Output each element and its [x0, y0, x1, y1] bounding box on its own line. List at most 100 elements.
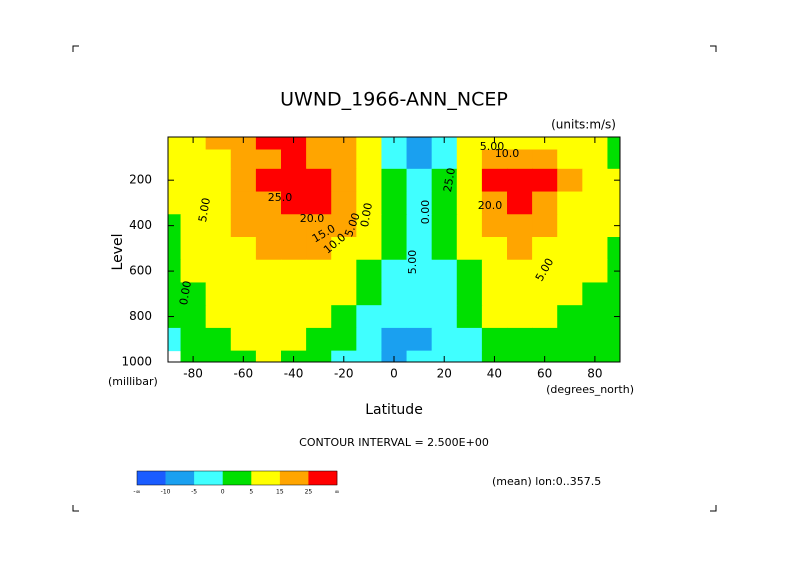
cell — [381, 149, 408, 170]
cell — [230, 237, 257, 261]
cell — [168, 214, 182, 238]
cell — [205, 282, 232, 306]
cell — [381, 168, 408, 193]
cell — [356, 259, 382, 283]
cell — [180, 137, 207, 150]
cell — [607, 259, 621, 283]
cell — [381, 237, 408, 261]
y-axis-label: Level — [110, 234, 126, 271]
cell — [381, 305, 408, 329]
cell — [306, 282, 332, 306]
cell — [168, 149, 182, 170]
colorbar-label: -∞ — [133, 489, 140, 496]
cell — [230, 168, 257, 193]
cell — [456, 137, 483, 150]
cell — [205, 191, 232, 215]
cell — [607, 168, 621, 193]
cell — [281, 327, 307, 352]
cell — [230, 327, 257, 352]
contour-label: 5.00 — [406, 250, 419, 275]
cell — [557, 191, 583, 215]
cell — [507, 137, 533, 150]
cell — [456, 214, 483, 238]
cell — [481, 259, 508, 283]
y-tick-label: 800 — [129, 309, 152, 323]
colorbar-label: -5 — [191, 489, 197, 496]
cell — [230, 214, 257, 238]
x-tick-label: -80 — [183, 367, 203, 381]
y-tick-label: 200 — [129, 173, 152, 187]
corner-marks — [72, 45, 717, 512]
cell — [582, 259, 608, 283]
colorbar-label: -10 — [161, 489, 171, 496]
cell — [168, 282, 182, 306]
colorbar-swatch — [251, 471, 281, 485]
cell — [507, 327, 533, 352]
cell — [255, 282, 282, 306]
cell — [356, 237, 382, 261]
cell — [230, 137, 257, 150]
cell — [255, 168, 282, 193]
contour-label: 20.0 — [478, 199, 503, 212]
cell — [180, 259, 207, 283]
cell — [255, 149, 282, 170]
cell — [205, 149, 232, 170]
cell — [456, 327, 483, 352]
x-units: (degrees_north) — [546, 383, 634, 396]
cell — [255, 327, 282, 352]
colorbar-label: 15 — [276, 489, 284, 496]
cell — [205, 137, 232, 150]
x-tick-label: 20 — [437, 367, 452, 381]
cell — [255, 137, 282, 150]
cell — [306, 237, 332, 261]
cell — [255, 305, 282, 329]
cell — [582, 149, 608, 170]
cell — [331, 259, 357, 283]
cell — [180, 282, 207, 306]
cell — [331, 305, 357, 329]
cell — [331, 191, 357, 215]
cell — [431, 214, 458, 238]
colorbar-swatch — [308, 471, 338, 485]
contour-label: 0.00 — [419, 200, 432, 225]
contour-label: 20.0 — [300, 212, 325, 225]
cell — [230, 305, 257, 329]
cell — [456, 191, 483, 215]
cell — [582, 137, 608, 150]
cell — [230, 191, 257, 215]
cell — [507, 237, 533, 261]
cell — [456, 149, 483, 170]
y-tick-label: 600 — [129, 264, 152, 278]
cell — [532, 259, 558, 283]
contour-label: 0.00 — [177, 280, 194, 306]
y-tick-label: 1000 — [121, 355, 152, 369]
colorbar-swatch — [194, 471, 224, 485]
cell — [356, 214, 382, 238]
cell — [281, 237, 307, 261]
cell — [230, 282, 257, 306]
cell — [168, 168, 182, 193]
cell — [607, 282, 621, 306]
cell — [557, 214, 583, 238]
cell — [406, 327, 433, 352]
x-tick-label: -20 — [334, 367, 354, 381]
cell — [356, 168, 382, 193]
cell — [431, 259, 458, 283]
cell — [255, 259, 282, 283]
cell — [180, 237, 207, 261]
cell — [281, 191, 307, 215]
colorbar-swatch — [222, 471, 252, 485]
cell — [557, 282, 583, 306]
cell — [230, 259, 257, 283]
region-note: (mean) lon:0..357.5 — [492, 475, 601, 488]
cell — [306, 350, 332, 363]
cell — [431, 191, 458, 215]
contour-label: 25.0 — [268, 191, 293, 204]
cell — [431, 137, 458, 150]
cell — [582, 168, 608, 193]
cell — [281, 305, 307, 329]
cell — [205, 214, 232, 238]
cell — [557, 305, 583, 329]
